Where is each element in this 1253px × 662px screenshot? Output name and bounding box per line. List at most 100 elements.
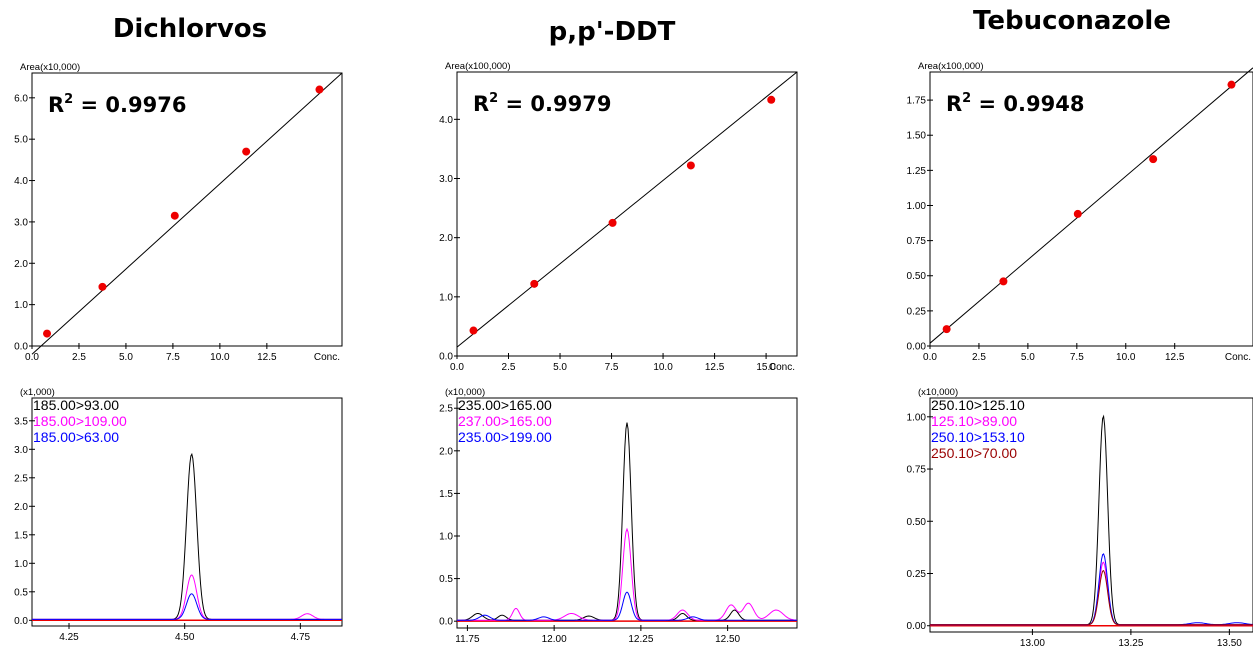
calibration-point <box>686 161 695 170</box>
x-tick-label: 13.25 <box>1118 638 1143 649</box>
y-tick-label: 0.75 <box>907 465 927 476</box>
legend-entry: 237.00>165.00 <box>458 413 552 429</box>
trace-magenta <box>457 527 798 621</box>
calibration-point <box>170 211 179 220</box>
x-tick-label: 2.5 <box>72 352 86 363</box>
x-tick-label: 15.0 <box>756 362 776 373</box>
x-tick-label: 5.0 <box>1021 352 1035 363</box>
plot-panel-4: 0.0 0.5 1.0 1.5 2.0 2.5 11.75 12.00 12.25 12.50 (x… <box>439 387 798 645</box>
y-tick-label: 0.0 <box>439 617 453 628</box>
y-tick-label: 0.75 <box>907 236 927 247</box>
y-tick-label: 0.50 <box>907 517 927 528</box>
x-tick-label: 2.5 <box>502 362 516 373</box>
x-axis-end-label: Conc. <box>769 362 795 373</box>
y-tick-label: 0.0 <box>14 342 28 353</box>
y-tick-label: 0.5 <box>439 574 453 585</box>
x-tick-label: 5.0 <box>553 362 567 373</box>
x-tick-label: 10.0 <box>1116 352 1136 363</box>
x-tick-label: 12.5 <box>1165 352 1185 363</box>
x-tick-label: 7.5 <box>166 352 180 363</box>
y-tick-label: 1.50 <box>907 131 927 142</box>
y-axis-unit-label: (x10,000) <box>445 387 485 398</box>
regression-line <box>456 71 798 348</box>
y-axis-unit-label: Area(x10,000) <box>20 62 80 73</box>
x-tick-label: 10.0 <box>653 362 673 373</box>
title-ddt: p,p'-DDT <box>548 17 676 47</box>
y-tick-label: 2.0 <box>14 502 28 513</box>
y-tick-label: 0.00 <box>907 621 927 632</box>
plot-frame <box>929 71 1253 347</box>
y-tick-label: 1.75 <box>907 96 927 107</box>
trace-black <box>32 452 342 620</box>
y-tick-label: 2.0 <box>14 259 28 270</box>
regression-line <box>929 67 1253 344</box>
y-tick-label: 3.5 <box>14 416 28 427</box>
y-tick-label: 3.0 <box>14 217 28 228</box>
legend-entry: 185.00>63.00 <box>33 429 119 445</box>
r-squared-label: R2 = 0.9948 <box>946 91 1084 116</box>
x-tick-label: 12.5 <box>257 352 277 363</box>
calibration-point <box>1149 155 1158 164</box>
plot-frame <box>31 72 343 347</box>
x-axis-end-label: Conc. <box>314 352 340 363</box>
legend-entry: 250.10>125.10 <box>931 397 1025 413</box>
legend-entry: 185.00>109.00 <box>33 413 127 429</box>
calibration-point <box>242 147 251 156</box>
x-axis-end-label: Conc. <box>1225 352 1251 363</box>
y-tick-label: 0.00 <box>907 342 927 353</box>
x-tick-label: 13.00 <box>1020 638 1045 649</box>
y-tick-label: 6.0 <box>14 93 28 104</box>
r-squared-label: R2 = 0.9976 <box>48 92 186 117</box>
r-squared-label: R2 = 0.9979 <box>473 91 611 116</box>
y-tick-label: 3.0 <box>439 174 453 185</box>
x-tick-label: 2.5 <box>972 352 986 363</box>
plot-panel-1: 0.0 1.0 2.0 3.0 4.0 0.0 2.5 5.0 7.5 10.0 12.5 15.0 A… <box>439 61 798 373</box>
regression-line <box>31 72 343 355</box>
x-tick-label: 4.50 <box>175 632 195 643</box>
x-tick-label: 12.5 <box>705 362 725 373</box>
y-tick-label: 4.0 <box>439 115 453 126</box>
calibration-point <box>608 218 617 227</box>
y-tick-label: 1.0 <box>439 532 453 543</box>
trace-black <box>457 422 797 621</box>
calibration-point <box>469 326 478 335</box>
y-tick-label: 1.25 <box>907 166 927 177</box>
y-tick-label: 1.5 <box>14 530 28 541</box>
y-tick-label: 3.0 <box>14 445 28 456</box>
plot-frame <box>456 71 798 357</box>
legend-entry: 250.10>70.00 <box>931 445 1017 461</box>
y-tick-label: 1.00 <box>907 412 927 423</box>
legend-entry: 250.10>153.10 <box>931 429 1025 445</box>
plot-panel-0: 0.0 1.0 2.0 3.0 4.0 5.0 6.0 0.0 2.5 5.0 7.5 10.0 12.… <box>14 62 343 363</box>
x-tick-label: 13.50 <box>1217 638 1242 649</box>
plot-frame <box>31 397 343 627</box>
y-axis-unit-label: (x1,000) <box>20 387 55 398</box>
x-tick-label: 0.0 <box>450 362 464 373</box>
plot-panel-3: 0.0 0.5 1.0 1.5 2.0 2.5 3.0 3.5 4.25 4.50 4.75 (x1,… <box>14 387 343 643</box>
x-tick-label: 0.0 <box>923 352 937 363</box>
plot-panel-5: 0.00 0.25 0.50 0.75 1.00 13.00 13.25 13.50 (x10,… <box>907 387 1253 649</box>
y-tick-label: 1.0 <box>14 559 28 570</box>
legend-entry: 125.10>89.00 <box>931 413 1017 429</box>
x-tick-label: 4.75 <box>291 632 311 643</box>
y-tick-label: 2.5 <box>439 404 453 415</box>
calibration-point <box>315 85 324 94</box>
trace-magenta <box>32 574 342 620</box>
y-tick-label: 5.0 <box>14 135 28 146</box>
title-tebuconazole: Tebuconazole <box>973 6 1171 36</box>
legend-entry: 185.00>93.00 <box>33 397 119 413</box>
calibration-point <box>1073 209 1082 218</box>
calibration-point <box>530 279 539 288</box>
calibration-point <box>1227 80 1236 89</box>
y-tick-label: 0.5 <box>14 587 28 598</box>
calibration-point <box>43 329 52 338</box>
y-tick-label: 0.0 <box>14 616 28 627</box>
x-tick-label: 11.75 <box>455 634 480 645</box>
y-tick-label: 1.00 <box>907 201 927 212</box>
plot-frame <box>929 397 1253 633</box>
x-tick-label: 7.5 <box>1070 352 1084 363</box>
y-tick-label: 1.0 <box>439 292 453 303</box>
y-tick-label: 1.0 <box>14 300 28 311</box>
y-tick-label: 0.50 <box>907 271 927 282</box>
